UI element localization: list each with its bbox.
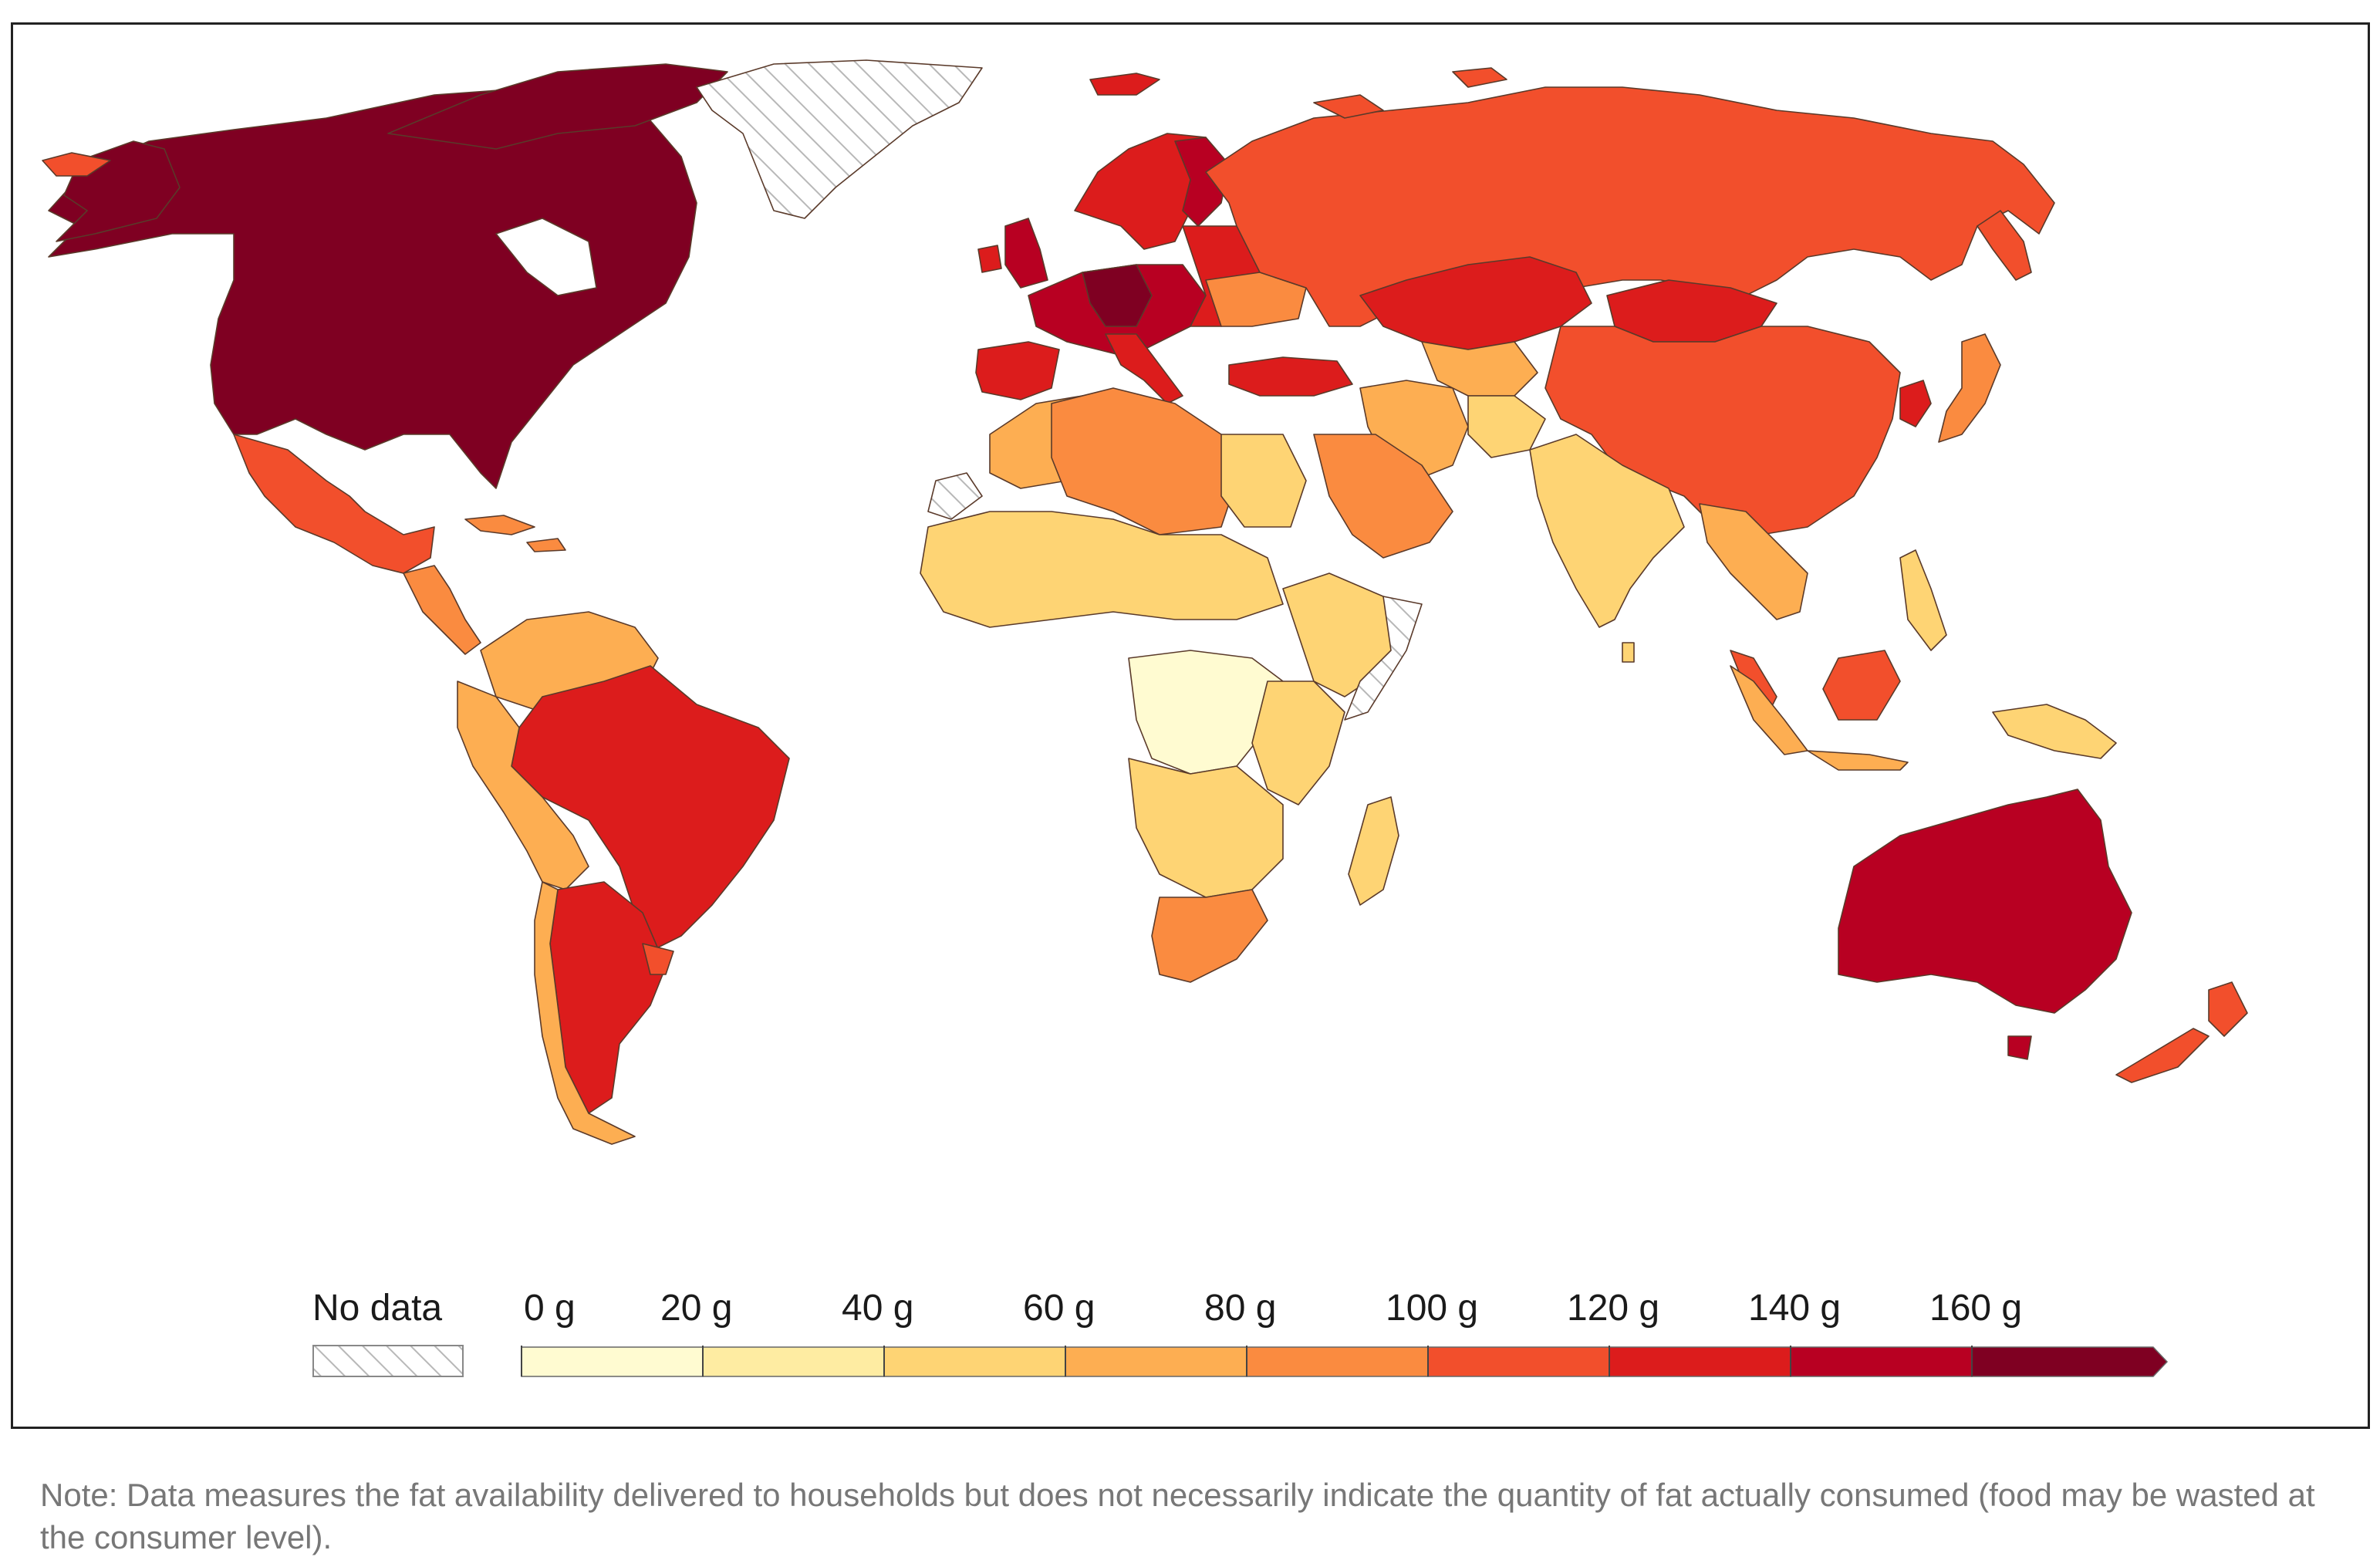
region-greenland [696, 59, 983, 219]
region-kazakhstan [1359, 256, 1592, 350]
region-caribbean-2 [526, 538, 566, 552]
legend-label-3: 60 g [1023, 1288, 1095, 1329]
legend-color-bar [521, 1346, 2169, 1377]
region-southern-africa [1128, 758, 1284, 898]
legend-label-1: 20 g [660, 1288, 733, 1329]
legend-no-data-label: No data [312, 1288, 443, 1329]
legend-swatch-7 [1790, 1346, 1973, 1377]
region-central-asia-south [1421, 341, 1538, 397]
legend-swatch-6 [1609, 1346, 1791, 1377]
legend-swatch-2 [883, 1346, 1066, 1377]
footnote: Note: Data measures the fat availability… [40, 1477, 2315, 1555]
region-central-africa [1128, 650, 1284, 775]
region-japan [1938, 333, 2001, 443]
region-mexico [233, 434, 435, 574]
legend-label-5: 100 g [1386, 1288, 1479, 1329]
region-uruguay [642, 943, 674, 975]
region-java [1807, 750, 1909, 771]
region-italy-balkans [1105, 333, 1183, 404]
legend-label-7: 140 g [1748, 1288, 1842, 1329]
region-tasmania [2007, 1035, 2032, 1060]
region-western-sahara [927, 472, 983, 520]
region-finland [1174, 137, 1230, 227]
region-arabia [1313, 434, 1453, 559]
region-siberia-islands [1313, 94, 1384, 119]
region-somalia [1344, 596, 1423, 721]
region-hudson-bay [495, 218, 597, 296]
legend-swatch-3 [1065, 1346, 1247, 1377]
region-new-zealand-south [2115, 1028, 2210, 1083]
region-australia [1838, 789, 2132, 1014]
region-sumatra [1730, 665, 1808, 755]
legend-swatch-8 [1971, 1346, 2169, 1377]
region-chile [534, 881, 636, 1145]
region-iberia [975, 341, 1060, 400]
map-frame [11, 22, 2370, 1429]
region-south-africa [1151, 889, 1268, 983]
region-uk [1004, 218, 1048, 289]
legend-label-6: 120 g [1567, 1288, 1660, 1329]
legend-swatch-5 [1427, 1346, 1610, 1377]
region-algeria-libya [1051, 387, 1237, 535]
legend-label-8: 160 g [1929, 1288, 2023, 1329]
region-sri-lanka [1622, 642, 1635, 663]
region-new-guinea [1992, 704, 2117, 759]
region-india [1529, 434, 1685, 628]
region-andes [457, 680, 589, 890]
region-borneo [1822, 650, 1901, 721]
legend-swatch-1 [702, 1346, 885, 1377]
region-russia [1205, 86, 2055, 327]
region-iceland [1089, 73, 1160, 96]
region-turkey [1228, 356, 1353, 397]
region-central-america [403, 565, 481, 655]
region-kamchatka [1977, 210, 2032, 281]
region-caribbean [464, 515, 535, 535]
legend-swatch-0 [521, 1346, 704, 1377]
legend-label-0: 0 g [524, 1288, 576, 1329]
region-philippines [1899, 549, 1947, 651]
region-east-africa [1251, 680, 1345, 805]
legend-no-data-swatch [312, 1345, 464, 1377]
region-korea [1899, 380, 1932, 427]
region-ireland [977, 245, 1002, 273]
region-southeast-asia [1699, 503, 1808, 620]
legend-label-2: 40 g [842, 1288, 914, 1329]
region-madagascar [1348, 796, 1399, 906]
region-sahel [920, 511, 1284, 628]
region-new-zealand-north [2208, 981, 2248, 1037]
region-novaya-zemlya [1452, 67, 1507, 88]
region-central-europe [1082, 264, 1153, 327]
legend-swatch-4 [1246, 1346, 1429, 1377]
world-map [42, 59, 2248, 1145]
region-pacific-islet [42, 152, 111, 177]
region-china [1544, 326, 1901, 535]
legend-label-4: 80 g [1204, 1288, 1277, 1329]
region-egypt [1220, 434, 1307, 528]
